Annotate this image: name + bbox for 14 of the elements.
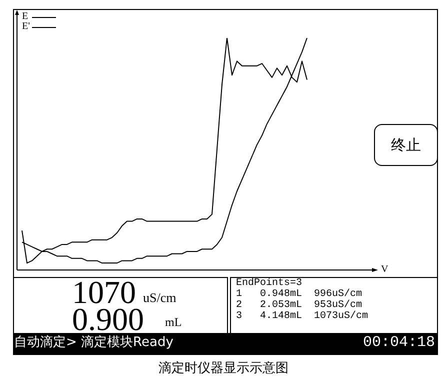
legend-label: E [22,11,30,22]
legend-label: E' [22,21,30,32]
text: V [381,264,388,275]
text: 滴定时仪器显示示意图 [158,360,290,377]
text: uS/cm [143,290,176,306]
text: EndPoints=3 [236,278,302,289]
text: 00:04:18 [362,334,435,352]
text: 1070 [72,274,136,310]
text: 2 2.053mL 953uS/cm [236,300,362,311]
text: 终止 [374,124,438,166]
text: 自动滴定> 滴定模块Ready [14,335,174,350]
text: mL [165,315,182,330]
text: 1 0.948mL 996uS/cm [236,289,362,300]
text: 3 4.148mL 1073uS/cm [236,311,368,322]
